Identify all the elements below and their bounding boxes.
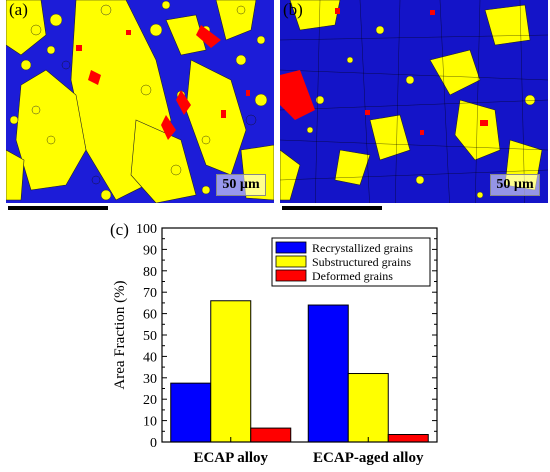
legend-swatch <box>275 269 307 282</box>
y-tick-label: 0 <box>150 436 157 451</box>
bar <box>210 300 252 443</box>
ebsd-map-ecap: (a) 50 µm <box>6 0 274 213</box>
bar-chart-svg: 0 10 20 30 40 50 60 70 80 90 100 ECAP alloy ECAP-age… <box>112 222 438 466</box>
y-tick-label: 50 <box>143 329 157 344</box>
legend-swatch <box>275 241 307 254</box>
y-tick-label: 60 <box>143 308 157 323</box>
panel-label-c: (c) <box>110 220 129 239</box>
bar <box>250 427 292 443</box>
y-tick-label: 40 <box>143 350 157 365</box>
scale-bar-a: 50 µm <box>216 174 266 196</box>
map-footer-b <box>280 203 548 213</box>
x-tick-label: ECAP alloy <box>193 450 268 466</box>
panel-label-a: (a) <box>9 0 28 19</box>
bar <box>170 382 212 443</box>
panel-label-b: (b) <box>283 0 303 19</box>
legend-label: Recrystallized grains <box>312 241 413 255</box>
plot-frame <box>161 227 438 443</box>
y-tick-label: 100 <box>136 222 157 237</box>
ebsd-map-ecap-aged: (b) 50 µm <box>280 0 548 213</box>
y-tick-label: 90 <box>143 243 157 258</box>
legend-label: Deformed grains <box>312 269 393 283</box>
bar-chart: 0 10 20 30 40 50 60 70 80 90 100 ECAP alloy ECAP-age… <box>100 218 550 472</box>
y-tick-label: 70 <box>143 286 157 301</box>
x-tick-label: ECAP-aged alloy <box>313 450 424 466</box>
legend-swatch <box>275 255 307 268</box>
legend-label: Substructured grains <box>312 255 411 269</box>
y-axis-label: Area Fraction (%) <box>112 280 128 389</box>
ebsd-map-a-graphic <box>6 0 274 213</box>
y-tick-label: 10 <box>143 415 157 430</box>
bar <box>387 434 429 443</box>
bar <box>347 373 389 443</box>
y-tick-label: 80 <box>143 265 157 280</box>
y-tick-label: 30 <box>143 372 157 387</box>
scale-bar-b: 50 µm <box>490 174 540 196</box>
map-footer-a <box>6 203 274 213</box>
bar <box>307 304 349 443</box>
y-tick-label: 20 <box>143 393 157 408</box>
